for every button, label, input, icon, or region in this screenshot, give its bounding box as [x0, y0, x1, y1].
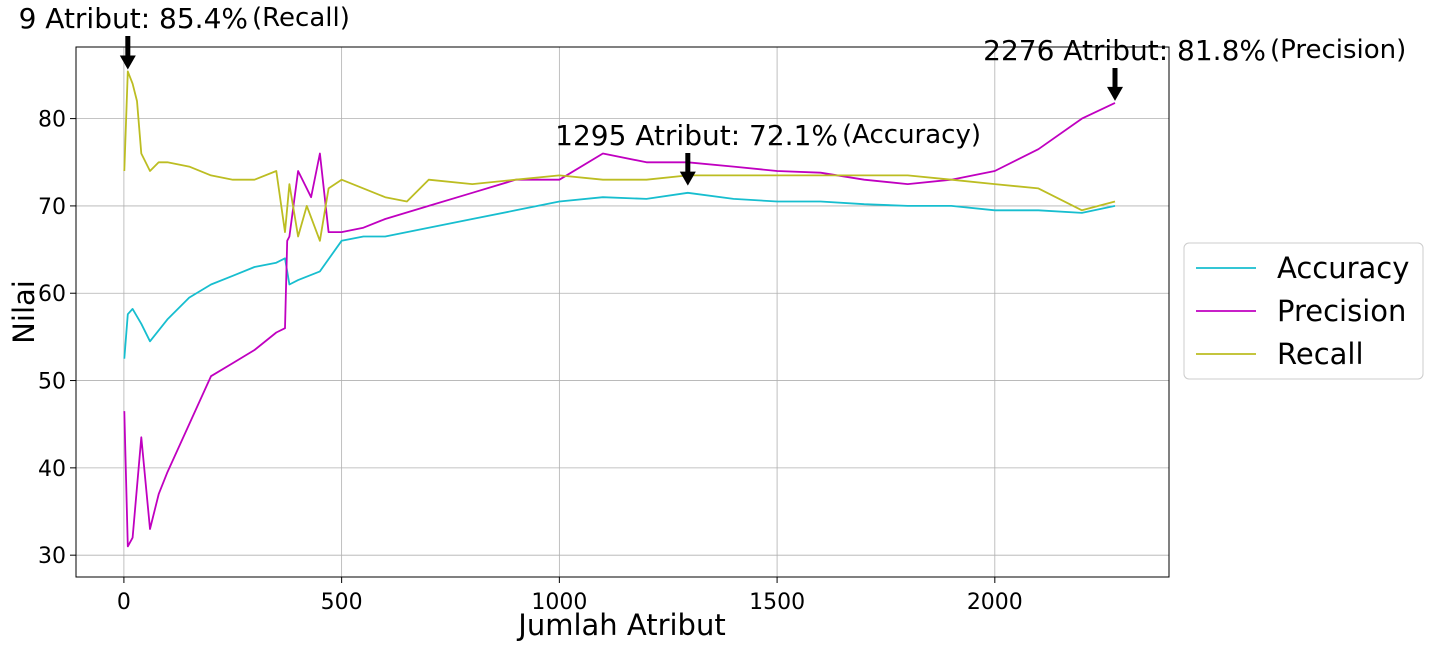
- legend-box: [1183, 242, 1424, 380]
- series-line-precision: [123, 102, 1116, 548]
- y-axis-title: Nilai: [7, 280, 41, 344]
- x-axis-title: Jumlah Atribut: [516, 608, 725, 642]
- annotation-label: 9 Atribut: 85.4%: [19, 2, 248, 35]
- annotation-tag: (Accuracy): [842, 120, 981, 150]
- y-tick-label: 80: [38, 108, 66, 133]
- series-layer: [123, 70, 1116, 548]
- y-tick-label: 40: [38, 457, 66, 482]
- annotation-layer: 9 Atribut: 85.4% (Recall) 1295 Atribut: 72…: [19, 2, 1406, 186]
- x-tick-label: 2000: [967, 590, 1023, 615]
- annotation-arrow-head: [119, 55, 136, 70]
- y-tick-label: 70: [38, 195, 66, 220]
- y-tick-label: 50: [38, 370, 66, 395]
- annotation-tag: (Recall): [252, 3, 350, 33]
- x-tick-label: 1000: [531, 590, 587, 615]
- annotation-arrow-head: [1107, 86, 1124, 101]
- annotation-label: 1295 Atribut: 72.1%: [555, 119, 838, 152]
- legend-label-accuracy: Accuracy: [1277, 251, 1409, 285]
- y-tick-label: 60: [38, 282, 66, 307]
- legend-label-recall: Recall: [1277, 337, 1364, 371]
- series-line-recall: [123, 70, 1116, 242]
- legend-label-precision: Precision: [1277, 294, 1406, 328]
- series-line-accuracy: [123, 191, 1116, 359]
- tick-layer: 0 500 1000 1500 2000 30 40 50 60 70 80: [38, 108, 1023, 615]
- y-tick-label: 30: [38, 544, 66, 569]
- grid-layer: [76, 47, 1169, 577]
- plot-frame: [75, 46, 1170, 578]
- legend: Accuracy Precision Recall: [1183, 242, 1424, 380]
- x-tick-label: 500: [321, 590, 363, 615]
- annotation-arrow-head: [679, 171, 696, 186]
- annotation-tag: (Precision): [1270, 35, 1406, 65]
- x-tick-label: 1500: [749, 590, 805, 615]
- annotation-label: 2276 Atribut: 81.8%: [983, 34, 1266, 67]
- x-tick-label: 0: [117, 590, 131, 615]
